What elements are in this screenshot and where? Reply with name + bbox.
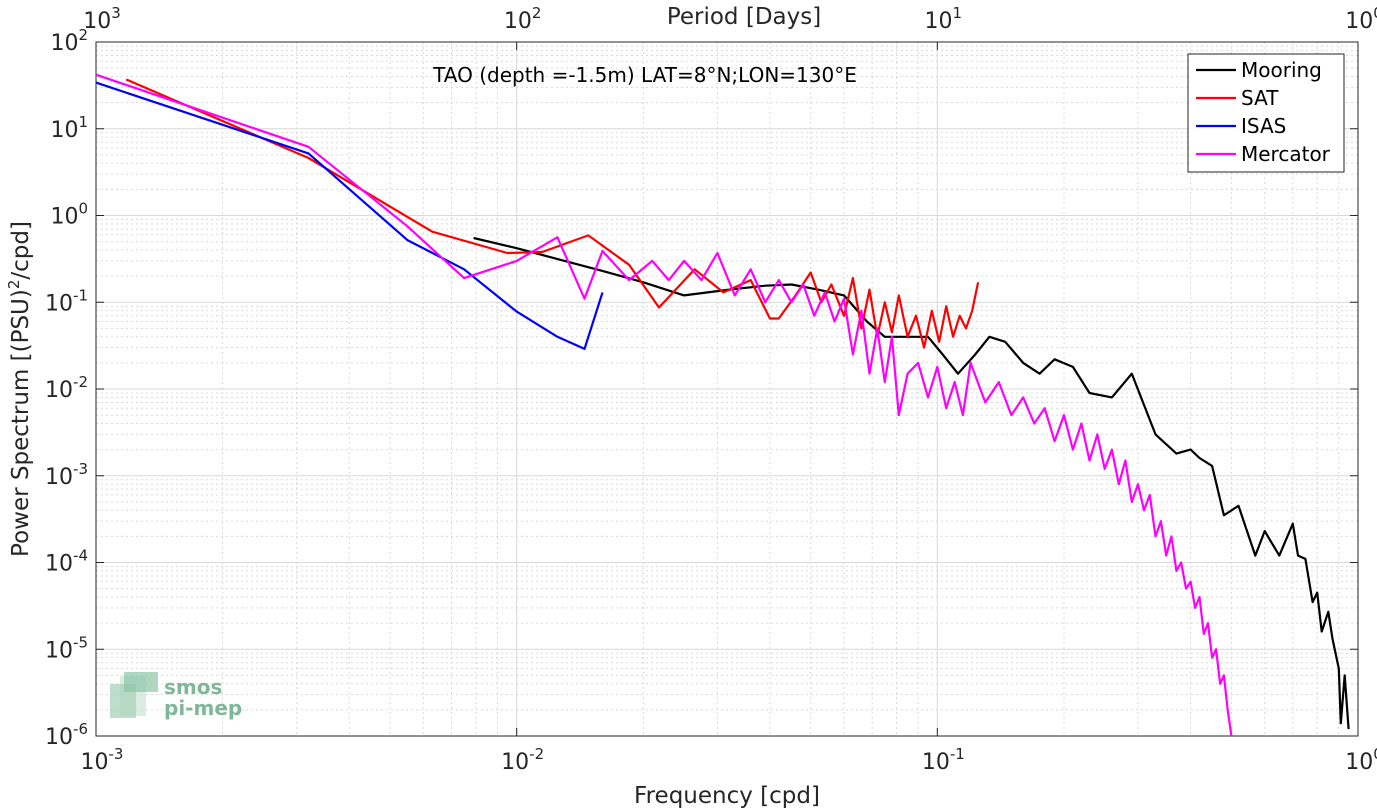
y-tick-label: 10-4: [45, 547, 88, 577]
y-tick-label-base: 10: [45, 378, 73, 403]
y-tick-label-exp: 1: [78, 113, 88, 131]
top-x-tick-label-exp: 1: [953, 4, 963, 22]
y-tick-label-exp: 0: [78, 200, 88, 218]
legend-label-mercator: Mercator: [1241, 142, 1331, 166]
y-tick-label: 100: [50, 200, 88, 230]
y-tick-label: 102: [50, 26, 88, 56]
y-tick-label-exp: -2: [73, 373, 88, 391]
top-x-tick-label-exp: 0: [1373, 4, 1377, 22]
chart-title: TAO (depth =-1.5m) LAT=8°N;LON=130°E: [432, 63, 857, 87]
top-x-tick-label-base: 10: [83, 9, 111, 34]
top-x-tick-label: 100: [1345, 4, 1377, 34]
y-tick-label: 10-6: [45, 720, 88, 750]
x-tick-label: 10-2: [501, 745, 544, 775]
y-axis-title: Power Spectrum [(PSU)2/cpd]: [5, 221, 34, 557]
y-tick-label-base: 10: [50, 31, 78, 56]
y-tick-label-base: 10: [45, 638, 73, 663]
y-tick-label-base: 10: [45, 465, 73, 490]
top-x-tick-label: 101: [925, 4, 963, 34]
y-tick-label-exp: -5: [73, 633, 88, 651]
legend-label-sat: SAT: [1241, 86, 1279, 110]
legend-label-mooring: Mooring: [1241, 58, 1322, 82]
x-tick-label-base: 10: [501, 750, 529, 775]
y-tick-label: 10-1: [45, 286, 88, 316]
top-x-tick-label-base: 10: [925, 9, 953, 34]
y-tick-label: 101: [50, 113, 88, 143]
y-axis-title-sup: 2: [5, 280, 23, 290]
y-tick-label-exp: -6: [73, 720, 88, 738]
logo-text-smos: smos: [164, 675, 222, 699]
x-tick-label-base: 10: [922, 750, 950, 775]
y-tick-label-exp: -1: [73, 286, 88, 304]
series: [95, 73, 1350, 737]
y-tick-label-base: 10: [45, 291, 73, 316]
x-tick-label-exp: -2: [529, 745, 544, 763]
top-x-tick-label: 103: [83, 4, 121, 34]
y-axis-title-unit: /cpd]: [8, 221, 34, 280]
top-x-tick-label-exp: 2: [532, 4, 542, 22]
y-tick-label: 10-2: [45, 373, 88, 403]
legend-label-isas: ISAS: [1241, 114, 1286, 138]
top-x-tick-label-base: 10: [1345, 9, 1373, 34]
y-tick-label: 10-3: [45, 460, 88, 490]
x-tick-label-base: 10: [81, 750, 109, 775]
x-tick-label-exp: 0: [1373, 745, 1377, 763]
series-line-sat: [125, 78, 980, 349]
series-line-mooring: [473, 236, 1350, 730]
top-x-tick-label-exp: 3: [111, 4, 121, 22]
logo-mark: [124, 672, 158, 692]
y-tick-label-base: 10: [45, 552, 73, 577]
x-tick-label-exp: -3: [109, 745, 124, 763]
x-tick-label: 100: [1345, 745, 1377, 775]
y-tick-label-base: 10: [50, 118, 78, 143]
y-tick-label-exp: -3: [73, 460, 88, 478]
x-tick-label-exp: -1: [950, 745, 965, 763]
y-axis-title-main: Power Spectrum [(PSU): [8, 289, 34, 557]
series-line-isas: [95, 81, 604, 350]
x-tick-label: 10-1: [922, 745, 965, 775]
y-tick-label-exp: -4: [73, 547, 88, 565]
y-tick-label-base: 10: [45, 725, 73, 750]
top-x-tick-label: 102: [504, 4, 542, 34]
axis-ticks: 10-310-210-110010310210110010-610-510-41…: [45, 4, 1377, 775]
legend-box: [1187, 53, 1345, 173]
logo-text-pimep: pi-mep: [164, 696, 242, 720]
y-tick-label: 10-5: [45, 633, 88, 663]
top-axis-title: Period [Days]: [667, 4, 821, 30]
x-tick-label: 10-3: [81, 745, 124, 775]
series-line-mercator: [95, 73, 1233, 737]
legend: Mooring SAT ISAS Mercator: [1187, 53, 1345, 173]
grid: [95, 42, 1358, 737]
top-x-tick-label-base: 10: [504, 9, 532, 34]
smos-pimep-logo: smos pi-mep: [110, 672, 242, 720]
y-tick-label-base: 10: [50, 205, 78, 230]
x-axis-title: Frequency [cpd]: [634, 783, 820, 809]
x-tick-label-base: 10: [1345, 750, 1373, 775]
y-tick-label-exp: 2: [78, 26, 88, 44]
